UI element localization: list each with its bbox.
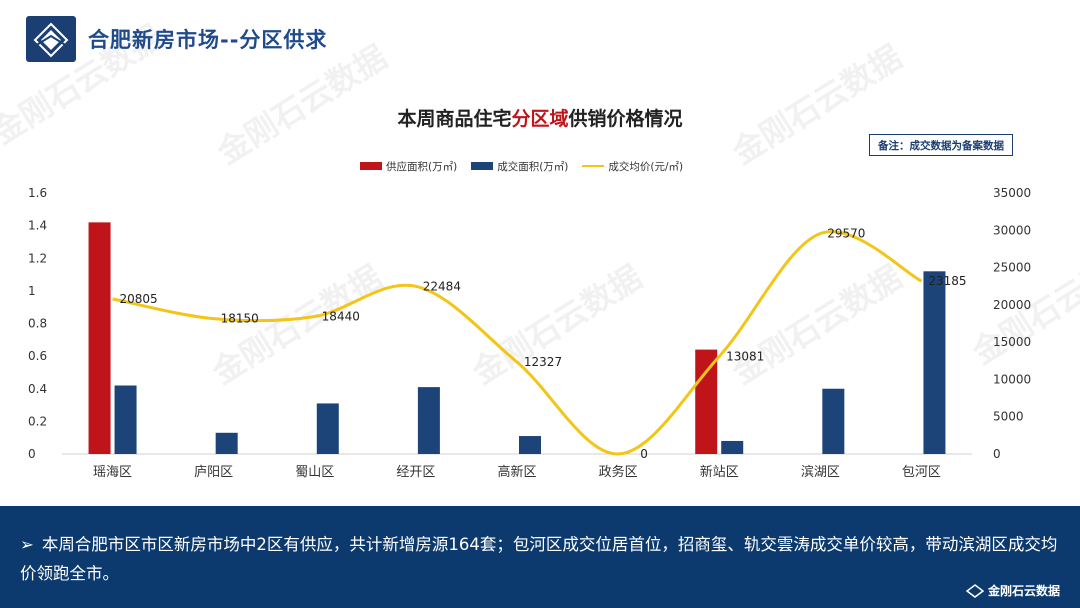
y-right-tick-label: 20000: [993, 298, 1031, 312]
summary-text: ➢ 本周合肥市区市区新房市场中2区有供应，共计新增房源164套；包河区成交位居首位…: [20, 530, 1070, 588]
price-data-label: 0: [640, 447, 648, 461]
x-tick-label: 高新区: [497, 464, 536, 480]
legend-swatch-supply: [360, 162, 382, 170]
page-title: 合肥新房市场--分区供求: [88, 28, 328, 52]
price-data-label: 18150: [221, 312, 259, 326]
deal-bar: [215, 432, 238, 454]
x-tick-label: 政务区: [599, 464, 638, 480]
chart-title-pre: 本周商品住宅: [397, 108, 512, 130]
legend-label-supply: 供应面积(万㎡): [386, 160, 458, 173]
x-tick-label: 经开区: [396, 465, 435, 480]
y-left-tick-label: 1.2: [28, 251, 47, 265]
legend-swatch-price: [582, 165, 605, 167]
deal-bar: [923, 271, 946, 454]
y-left-tick-label: 1: [28, 284, 36, 298]
x-tick-label: 庐阳区: [194, 465, 233, 480]
price-data-label: 12327: [524, 355, 562, 369]
price-data-label: 13081: [726, 349, 764, 363]
deal-bar: [721, 440, 744, 454]
y-right-tick-label: 10000: [993, 372, 1031, 386]
bullet-arrow-icon: ➢: [20, 535, 34, 554]
supply-bar: [88, 222, 111, 454]
y-right-tick-label: 35000: [993, 186, 1031, 200]
deal-bar: [519, 436, 541, 454]
footer-brand: 金刚石云数据: [966, 582, 1060, 599]
legend-item-deal: 成交面积(万㎡): [471, 159, 568, 174]
legend-label-price: 成交均价(元/㎡): [608, 160, 684, 173]
deal-bar: [316, 403, 339, 454]
y-right-tick-label: 0: [993, 447, 1001, 461]
footer-band: [0, 506, 1080, 608]
y-right-tick-label: 25000: [993, 261, 1031, 275]
y-left-tick-label: 0.4: [28, 382, 47, 396]
y-right-tick-label: 15000: [993, 335, 1031, 349]
data-note: 备注：成交数据为备案数据: [869, 134, 1013, 156]
brand-diamond-icon: [966, 583, 984, 598]
legend-label-deal: 成交面积(万㎡): [497, 160, 569, 173]
deal-bar: [114, 385, 137, 454]
price-line: [112, 230, 923, 456]
chart-title-post: 供销价格情况: [568, 108, 683, 130]
combo-chart: 0 0.2 0.4 0.6 0.8 1 1.2 1.4 1.6 0 5000 10000 15000 20…: [28, 186, 1031, 480]
legend-item-price: 成交均价(元/㎡): [582, 159, 683, 174]
supply-bar: [695, 349, 718, 454]
y-right-tick-label: 5000: [993, 410, 1024, 424]
legend-swatch-deal: [471, 162, 494, 170]
y-left-tick-label: 1.4: [28, 219, 47, 233]
chart-legend: 供应面积(万㎡) 成交面积(万㎡) 成交均价(元/㎡): [360, 158, 683, 174]
price-data-label: 23185: [928, 274, 966, 288]
y-left-tick-label: 0.8: [28, 317, 47, 331]
price-data-label: 18440: [322, 309, 360, 323]
chart-title-highlight: 分区域: [511, 108, 569, 130]
header: 合肥新房市场--分区供求: [0, 0, 1080, 80]
deal-bar: [417, 387, 440, 454]
summary-body: 本周合肥市区市区新房市场中2区有供应，共计新增房源164套；包河区成交位居首位，…: [20, 535, 1058, 583]
price-data-label: 29570: [827, 226, 865, 240]
y-left-tick-label: 0.6: [28, 349, 47, 363]
y-left-tick-label: 0: [28, 447, 36, 461]
x-tick-label: 蜀山区: [295, 465, 334, 480]
x-tick-label: 新站区: [700, 464, 739, 480]
x-tick-label: 包河区: [902, 465, 941, 480]
y-left-tick-label: 1.6: [28, 186, 47, 200]
logo-icon: [26, 16, 76, 62]
legend-item-supply: 供应面积(万㎡): [360, 159, 457, 174]
price-data-label: 22484: [423, 279, 461, 293]
price-data-label: 20805: [119, 292, 157, 306]
y-right-tick-label: 30000: [993, 223, 1031, 237]
deal-bar: [822, 388, 845, 454]
y-left-tick-label: 0.2: [28, 414, 47, 428]
x-tick-label: 瑶海区: [93, 465, 132, 480]
x-tick-label: 滨湖区: [801, 464, 840, 480]
chart-title: 本周商品住宅分区域供销价格情况: [0, 104, 1080, 131]
footer-brand-label: 金刚石云数据: [988, 584, 1061, 598]
